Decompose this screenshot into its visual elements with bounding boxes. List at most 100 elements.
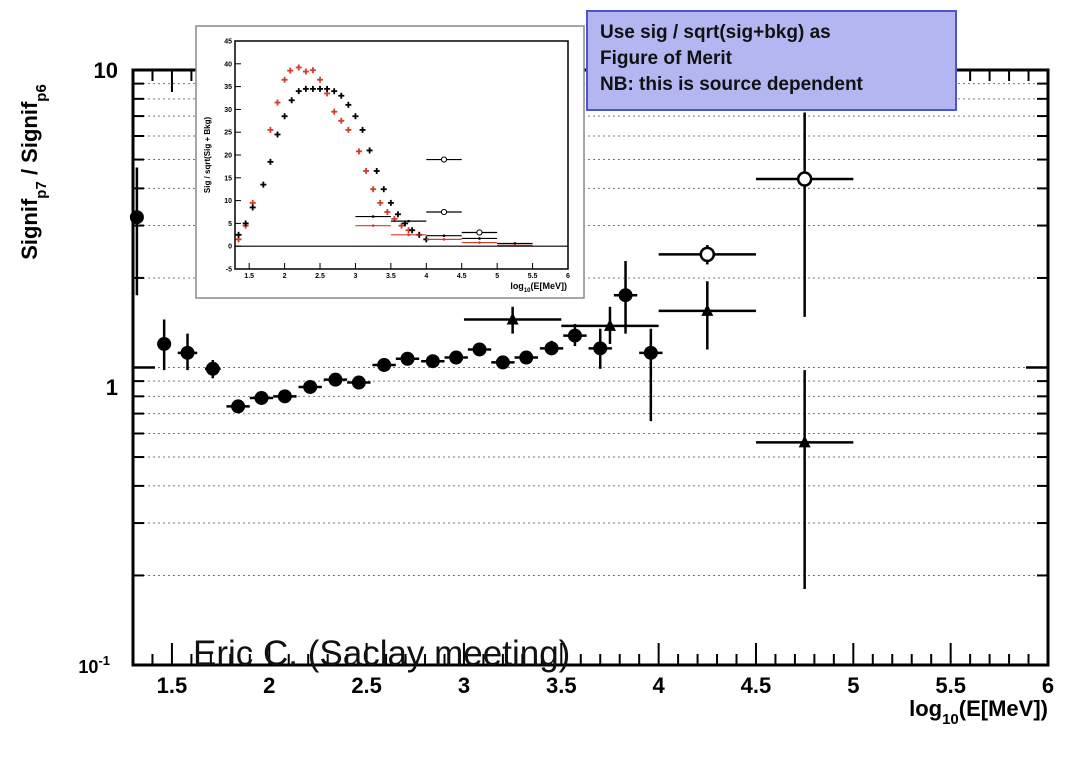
data-point [177,333,198,371]
inset-data-point [380,186,387,193]
marker-triangle [603,318,616,331]
marker-circle [254,390,269,405]
data-point [613,261,638,334]
inset-x-tick-label: 2.5 [315,273,325,280]
marker-circle [351,375,366,390]
inset-y-tick-label: 5 [228,221,232,228]
data-point [563,324,587,347]
x-tick-label: 2.5 [351,673,382,698]
marker-circle [618,288,633,303]
inset-data-point [497,242,533,245]
inset-chart: -5 0 5 10 15 20 25 30 35 40 45 1.5 2 2.5 3 3.5 4 4.5 5 5.5 6… [195,25,585,299]
inset-y-tick-label: 40 [224,61,232,68]
inset-data-point [242,220,249,227]
inset-x-tick-label: 5 [495,273,499,280]
y-tick-label-1: 1 [106,375,118,400]
inset-data-point [387,199,394,206]
inset-data-point [274,99,281,106]
inset-data-point [390,219,427,223]
inset-data-point [355,215,391,218]
marker-circle [303,379,318,394]
inset-data-point [317,85,324,92]
x-tick-label: 6 [1042,673,1054,698]
x-tick-label: 3 [458,673,470,698]
inset-y-tick-label: 15 [224,175,232,182]
inset-y-tick-label: -5 [226,267,232,274]
inset-data-point [287,67,294,74]
x-tick-label: 3.5 [546,673,577,698]
data-point [467,342,492,357]
data-point [205,359,221,379]
data-point [588,328,612,369]
data-point [421,354,445,369]
inset-data-point [274,131,281,138]
inset-data-point [426,238,462,241]
note-line-3: NB: this is source dependent [600,74,863,95]
marker-circle [157,336,172,351]
inset-x-tick-label: 5.5 [528,273,538,280]
marker-open-circle [796,171,813,187]
inset-y-tick-label: 45 [224,39,232,46]
marker-circle [519,350,534,365]
data-point [298,379,322,394]
inset-x-tick-label: 3 [353,273,357,280]
y-axis-label: Signifp7 / Signifp6 [17,84,50,260]
inset-range-marker [478,237,481,240]
marker-circle [231,399,246,414]
inset-data-point [426,208,462,216]
inset-data-point [352,113,359,120]
inset-data-point [295,88,302,95]
x-tick-label: 2 [263,673,275,698]
inset-data-point [295,64,302,71]
inset-x-tick-label: 1.5 [244,273,254,280]
inset-data-point [426,156,462,163]
marker-triangle [798,435,811,448]
marker-circle [180,345,195,360]
marker-circle [277,389,292,404]
marker-circle [593,341,608,356]
inset-y-axis-label: Sig / sqrt(Sig + Bkg) [203,117,212,194]
inset-data-point [309,67,316,74]
data-point [273,389,297,404]
data-point [755,370,854,590]
inset-data-point [398,222,405,229]
data-point [491,355,515,370]
inset-data-point [394,211,401,218]
marker-circle [643,345,658,360]
y-tick-label-0-1: 10-1 [78,653,110,677]
marker-triangle [506,312,519,325]
inset-range-marker [407,219,410,223]
inset-data-point [317,76,324,83]
y-tick-label-10: 10 [94,58,118,83]
inset-x-tick-label: 2 [283,273,287,280]
data-point [395,351,420,366]
x-tick-label: 4.5 [741,673,772,698]
data-point [639,328,663,422]
inset-x-tick-label: 6 [566,273,570,280]
inset-data-point [377,199,384,206]
data-point [463,306,562,334]
data-point [226,399,250,414]
inset-data-point [235,231,242,238]
inset-tick-labels: -5 0 5 10 15 20 25 30 35 40 45 1.5 2 2.5 3 3.5 4 4.5 5 5.5 6 [224,39,570,281]
inset-data-point [338,117,345,124]
marker-triangle [701,303,714,316]
x-tick-label: 5.5 [935,673,966,698]
x-tick-label: 4 [653,673,666,698]
inset-open-circle [476,229,483,236]
marker-open-circle [699,246,716,263]
inset-y-tick-label: 35 [224,84,232,91]
data-point [658,245,756,265]
x-tick-label: 5 [847,673,859,698]
inset-y-tick-label: 10 [224,198,232,205]
inset-data-point [281,76,288,83]
marker-circle [425,354,440,369]
marker-circle [377,357,392,372]
inset-x-tick-label: 4.5 [457,273,467,280]
inset-open-circle [440,156,448,163]
inset-y-tick-label: 25 [224,130,232,137]
data-point [658,281,756,350]
inset-data-point [345,126,352,133]
inset-range-marker [442,238,446,241]
